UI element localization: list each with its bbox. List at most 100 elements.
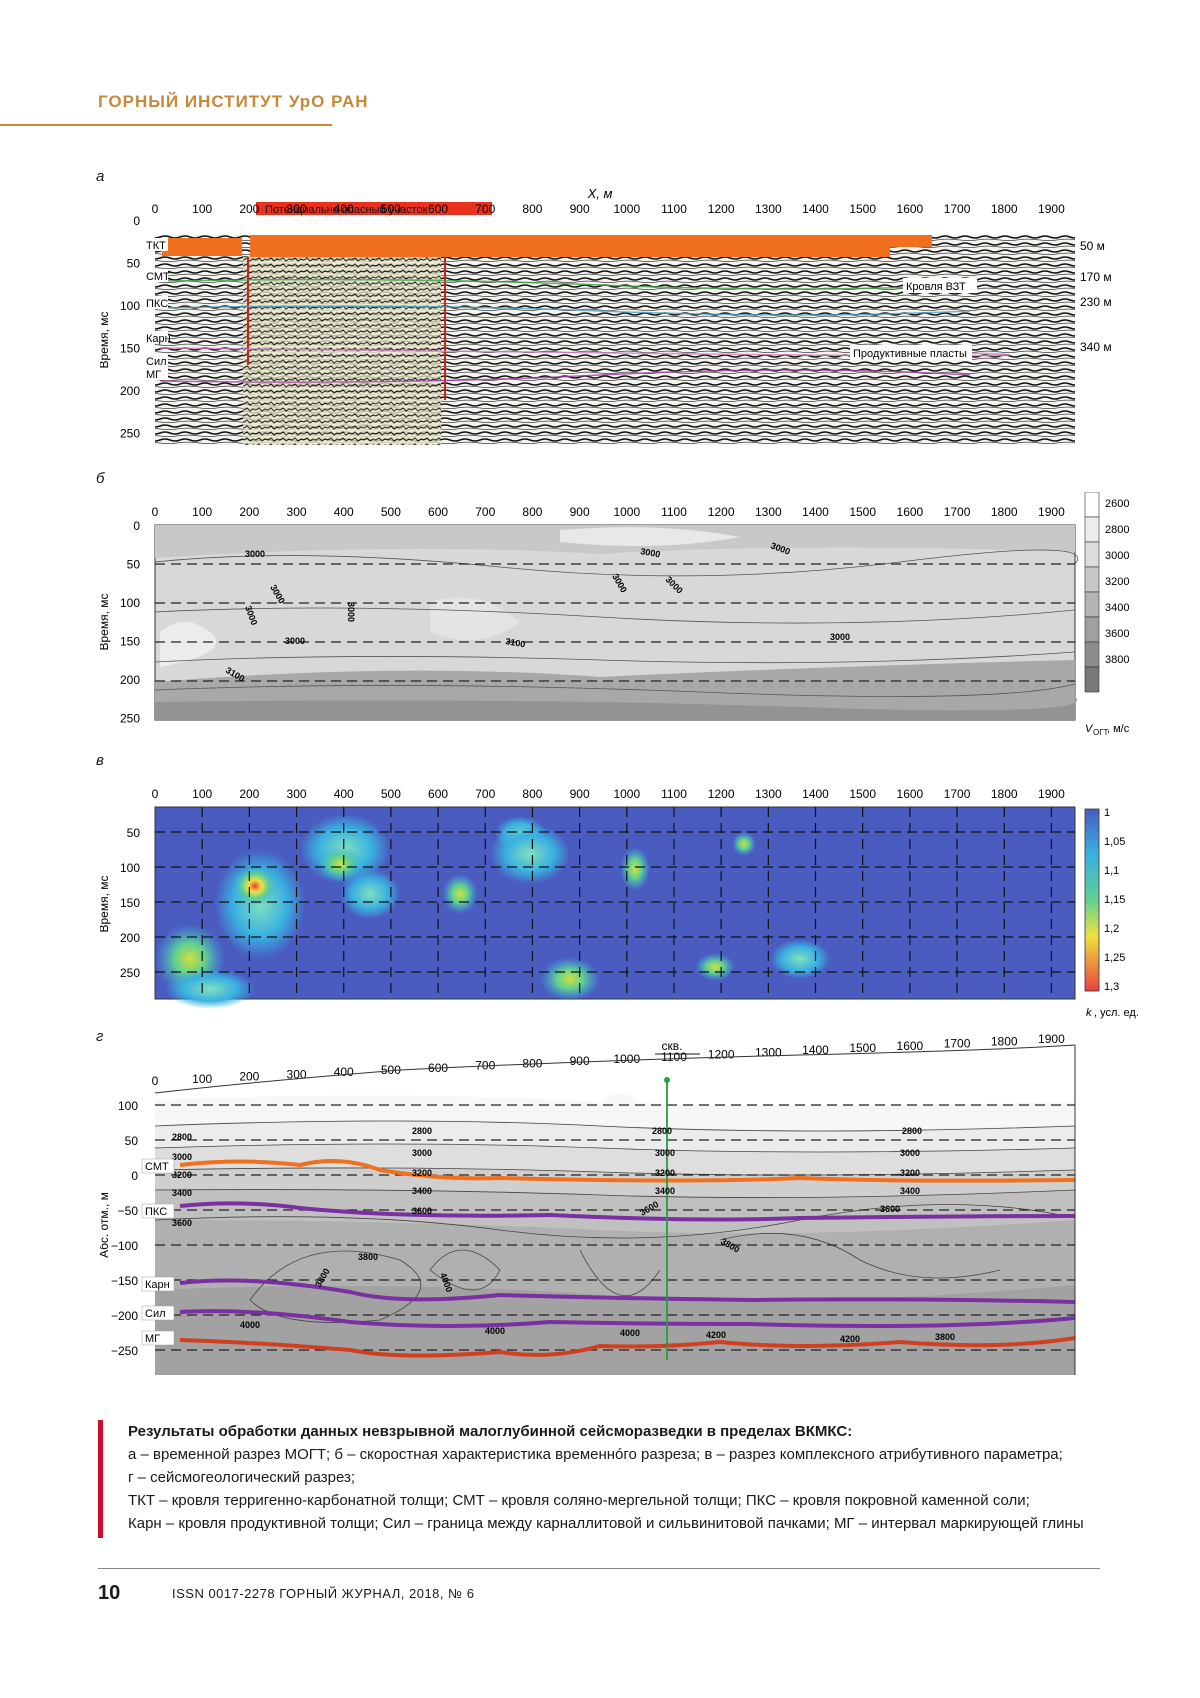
horizon-label: МГ [146,369,161,381]
annotation-vzt: Кровля ВЗТ [906,281,966,293]
x-tick-label: 1200 [708,202,735,216]
panel-v-attribute-section: 0100200300400500600700800900100011001200… [100,774,1140,1024]
x-tick-label: 500 [381,787,401,801]
page-number: 10 [98,1582,120,1605]
x-tick-label: 1600 [897,505,924,519]
contour-label: 3000 [900,1148,920,1158]
x-tick-label: 600 [428,202,448,216]
contour-label: 3600 [412,1206,432,1216]
y-tick-label: −200 [111,1309,138,1323]
horizon-label: Сил [146,356,167,368]
y-tick-label: 50 [127,558,141,572]
y-tick-label: 50 [125,1134,139,1148]
x-tick-label: 1200 [708,505,735,519]
x-tick-label: 100 [192,202,212,216]
y-tick-label: 50 [127,257,141,271]
contour-label: 2800 [412,1126,432,1136]
panel-a-seismic-section: X, м Потенциально опасный участок 010020… [100,185,1120,450]
horizon-label: ПКС [146,298,168,310]
contour-label: 3000 [655,1148,675,1158]
colorbar-tick: 2800 [1105,524,1129,536]
y-tick-label: 100 [120,299,140,313]
caption-line-3: ТКТ – кровля терригенно-карбонатной толщ… [128,1489,1128,1512]
x-tick-label: 1100 [661,787,687,801]
y-tick-labels-v: 50100150200250 [120,826,140,980]
colorbar-swatch [1085,592,1099,617]
contour-label: 3200 [172,1170,192,1180]
horizon-label: ПКС [145,1206,167,1218]
y-axis-title-g: Абс. отм., м [100,1192,111,1258]
colorbar-title-v: k [1086,1007,1092,1019]
contour-label: 3600 [880,1204,900,1214]
colorbar-tick: 2600 [1105,498,1129,510]
x-tick-label: 300 [287,505,307,519]
colorbar-unit-v: , усл. ед. [1094,1007,1139,1019]
horizon-label: Карн [146,333,171,345]
x-tick-label: 1500 [849,202,876,216]
x-tick-label: 400 [334,202,354,216]
x-tick-label: 1300 [755,1045,782,1059]
colorbar-tick: 1,3 [1104,981,1119,993]
x-tick-label: 300 [287,202,307,216]
colorbar-tick: 3800 [1105,654,1129,666]
x-tick-label: 700 [475,505,495,519]
contour-label: 2800 [172,1132,192,1142]
x-tick-label: 0 [152,202,159,216]
caption-accent-bar [98,1420,103,1538]
x-tick-label: 1500 [849,505,876,519]
colorbar-swatch [1085,617,1099,642]
x-tick-label: 1300 [755,787,782,801]
y-axis-title-a: Время, мс [100,311,111,368]
x-tick-label: 1000 [613,787,640,801]
colorbar-tick: 1,25 [1104,952,1125,964]
contour-label: 4200 [706,1330,726,1340]
x-tick-label: 1300 [755,202,782,216]
x-tick-label: 500 [381,202,401,216]
y-tick-label: 100 [118,1099,138,1113]
x-tick-labels-b: 0100200300400500600700800900100011001200… [152,505,1065,519]
x-tick-label: 1700 [944,202,971,216]
contour-label: 2800 [902,1126,922,1136]
y-tick-label: 0 [133,214,140,228]
x-tick-label: 1900 [1038,202,1065,216]
x-tick-label: 100 [192,505,212,519]
x-tick-label: 1000 [613,202,640,216]
x-tick-label: 300 [287,787,307,801]
x-tick-label: 400 [334,1065,354,1079]
caption-line-4: Карн – кровля продуктивной толщи; Сил – … [128,1512,1128,1535]
contour-label: 3000 [245,549,265,559]
colorbar-tick: 1 [1104,807,1110,819]
x-tick-label: 0 [152,1074,159,1088]
y-tick-label: 200 [120,931,140,945]
x-tick-label: 1400 [802,202,829,216]
y-tick-label: 100 [120,861,140,875]
horizon-label: Карн [145,1279,170,1291]
x-tick-label: 1900 [1038,787,1065,801]
x-tick-label: 1600 [897,202,924,216]
contour-label: 3400 [412,1186,432,1196]
y-tick-label: 250 [120,966,140,980]
y-tick-label: 200 [120,673,140,687]
well-head [664,1077,670,1083]
x-tick-label: 900 [570,505,590,519]
x-tick-label: 800 [522,202,542,216]
x-tick-label: 700 [475,787,495,801]
y-axis-title-b: Время, мс [100,593,111,650]
x-tick-label: 1500 [849,787,876,801]
panel-b-letter: б [96,470,104,487]
contour-label: 2800 [652,1126,672,1136]
colorbar-tick: 3600 [1105,628,1129,640]
contour-label: 4000 [485,1326,505,1336]
x-tick-label: 900 [570,787,590,801]
header-rule [0,124,332,126]
x-tick-label: 1600 [897,1039,924,1053]
colorbar-swatch [1085,667,1099,692]
velocity-colorbar: 2600280030003200340036003800 [1085,492,1129,692]
y-tick-label: 100 [120,596,140,610]
panel-g-geological-section: 0100200300400500600700800900100011001200… [100,1030,1120,1420]
x-tick-label: 1200 [708,1048,735,1062]
colorbar-swatch [1085,567,1099,592]
x-tick-label: 1800 [991,1034,1018,1048]
colorbar-tick: 3400 [1105,602,1129,614]
x-tick-label: 200 [239,1070,259,1084]
